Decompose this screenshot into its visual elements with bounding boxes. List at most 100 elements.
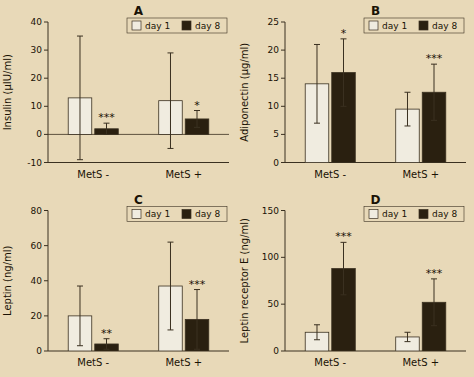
y-tick-label: 0 (36, 129, 42, 139)
significance-label: * (341, 27, 347, 40)
y-axis-line (48, 211, 49, 352)
y-tick-label: 150 (262, 206, 279, 216)
error-cap (404, 92, 410, 93)
error-cap (77, 286, 83, 287)
error-cap (194, 349, 200, 350)
panel-title: A (134, 4, 144, 18)
y-tick-label: 15 (268, 73, 279, 83)
marks (305, 242, 446, 351)
legend: day 1day 8 (364, 207, 464, 222)
y-tick-label: 40 (31, 17, 43, 27)
error-cap (314, 339, 320, 340)
legend-swatch (419, 210, 428, 219)
x-tick-label: MetS + (165, 357, 202, 368)
error-bar (404, 92, 410, 126)
significance-label: * (194, 99, 200, 112)
legend-swatch (419, 21, 428, 30)
error-bar (314, 325, 320, 340)
legend: day 1 day 8 (364, 18, 464, 33)
error-cap (194, 127, 200, 128)
error-cap (77, 36, 83, 37)
y-tick (44, 280, 48, 281)
y-tick-label: 20 (31, 311, 43, 321)
marks (68, 36, 209, 160)
error-bar (194, 111, 200, 128)
legend-swatch (132, 210, 141, 219)
error-stem (407, 332, 408, 341)
error-bar (314, 44, 320, 123)
legend: day 1day 8 (127, 18, 227, 33)
y-tick-label: 5 (273, 129, 279, 139)
x-tick-label: MetS + (402, 169, 439, 180)
y-tick (281, 134, 285, 135)
error-cap (167, 242, 173, 243)
error-stem (79, 36, 80, 160)
legend-swatch (132, 21, 141, 30)
legend-label: day 8 (432, 21, 457, 31)
panel: BAdiponectin (μg/ml)0510152025MetS -MetS… (239, 4, 466, 180)
legend-frame (127, 18, 227, 33)
y-tick-label: 0 (273, 158, 279, 168)
error-cap (341, 294, 347, 295)
significance-label: *** (98, 111, 115, 124)
y-tick (44, 315, 48, 316)
y-tick (44, 50, 48, 51)
error-stem (434, 64, 435, 120)
error-cap (431, 120, 437, 121)
y-tick-label: 40 (31, 276, 43, 286)
legend-frame (364, 207, 464, 222)
y-tick (281, 22, 285, 23)
y-tick-label: 10 (268, 101, 280, 111)
panel: DLeptin receptor E (ng/ml)050100150MetS … (239, 193, 466, 369)
error-cap (77, 345, 83, 346)
error-stem (343, 242, 344, 294)
error-bar (341, 39, 347, 106)
y-tick (44, 210, 48, 211)
x-tick-label: MetS + (165, 169, 202, 180)
y-tick (281, 257, 285, 258)
error-bar (104, 123, 110, 134)
y-tick-label: 20 (268, 45, 280, 55)
error-bar (104, 339, 110, 350)
error-stem (316, 325, 317, 340)
marks (68, 242, 209, 351)
panel: CLeptin (ng/ml)020406080MetS -MetS +****… (2, 193, 229, 369)
x-tick-label: MetS - (314, 169, 346, 180)
error-cap (167, 148, 173, 149)
error-stem (170, 242, 171, 330)
y-tick (281, 351, 285, 352)
legend-label: day 1 (382, 21, 407, 31)
legend-label: day 1 (382, 209, 407, 219)
legend-frame (364, 18, 464, 33)
y-tick (44, 78, 48, 79)
y-axis-label: Insulin (μIU/ml) (2, 54, 13, 130)
error-stem (407, 92, 408, 126)
legend-swatch (182, 210, 191, 219)
legend-swatch (369, 21, 378, 30)
error-bar (341, 242, 347, 294)
error-cap (77, 159, 83, 160)
y-tick (44, 134, 48, 135)
x-tick-label: MetS - (314, 357, 346, 368)
legend-label: day 8 (195, 209, 220, 219)
y-axis-label: Leptin (ng/ml) (2, 245, 13, 316)
y-tick-label: 50 (268, 299, 280, 309)
error-bar (431, 279, 437, 326)
error-bar (404, 332, 410, 341)
y-tick (44, 245, 48, 246)
x-axis-line (48, 162, 229, 163)
error-cap (314, 324, 320, 325)
y-tick (44, 351, 48, 352)
panel-title: D (371, 193, 381, 207)
legend: day 1day 8 (127, 207, 227, 222)
error-cap (104, 134, 110, 135)
panel: AInsulin (μIU/ml)-10010203040MetS -MetS … (2, 4, 229, 180)
error-cap (431, 325, 437, 326)
x-tick-label: MetS - (77, 357, 109, 368)
y-axis-line (285, 22, 286, 163)
y-tick (281, 106, 285, 107)
y-tick-label: 20 (31, 73, 43, 83)
error-cap (167, 329, 173, 330)
y-tick (281, 210, 285, 211)
error-stem (343, 39, 344, 106)
